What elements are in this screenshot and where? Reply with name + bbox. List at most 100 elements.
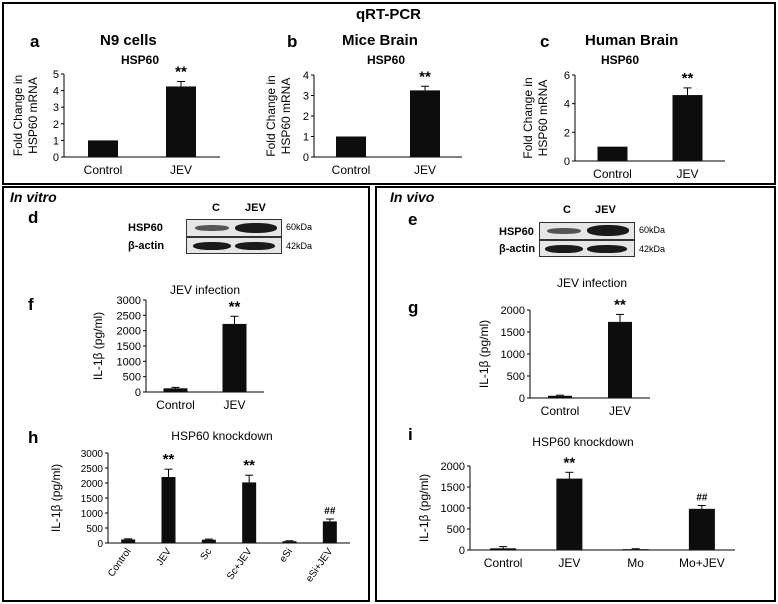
y-axis-label-h: IL-1β (pg/ml) <box>49 464 63 532</box>
bar-b <box>336 136 366 157</box>
x-tick-label-i: JEV <box>558 556 580 570</box>
wb-lane-c: C <box>563 204 571 216</box>
bar-i <box>622 549 649 551</box>
x-tick-label-b: Control <box>332 163 371 177</box>
wb-row-hsp60: HSP60 <box>128 222 163 234</box>
panel-letter-d: d <box>28 208 39 227</box>
wb-row-actin: β-actin <box>128 240 165 252</box>
wb-size-60: 60kDa <box>286 222 313 232</box>
y-tick-label-h: 0 <box>97 539 103 550</box>
bar-h <box>242 482 257 543</box>
panel-letter-c: c <box>540 32 550 51</box>
panel-letter-i: i <box>408 425 413 444</box>
chart-title-a: HSP60 <box>121 53 159 67</box>
chart-title-b: HSP60 <box>367 53 405 67</box>
x-tick-label-h: eSi <box>278 546 295 564</box>
wb-size-42: 42kDa <box>286 241 313 251</box>
wb-size-42: 42kDa <box>639 244 666 254</box>
bar-h <box>322 521 337 543</box>
y-tick-label-i: 1000 <box>441 503 465 515</box>
y-tick-label-i: 0 <box>459 545 465 557</box>
bar-g <box>608 321 632 398</box>
x-tick-label-g: JEV <box>609 404 631 418</box>
y-tick-label-h: 3000 <box>81 449 104 460</box>
western-blot-d: C JEV HSP60 β-actin 60kDa 42kDa <box>120 200 320 260</box>
y-tick-label-f: 0 <box>135 387 141 399</box>
bar-c <box>672 95 703 161</box>
y-tick-label-c: 0 <box>564 156 570 168</box>
y-tick-label-h: 1000 <box>81 509 104 520</box>
y-tick-label-i: 1500 <box>441 482 465 494</box>
y-tick-label-f: 1000 <box>117 356 141 368</box>
significance-mark-b: ** <box>419 68 431 85</box>
panel-title-c: Human Brain <box>585 32 679 49</box>
y-tick-label-h: 1500 <box>81 494 104 505</box>
significance-mark-h: ** <box>163 451 175 468</box>
panel-letter-h: h <box>28 428 39 447</box>
wb-band <box>545 245 583 253</box>
y-tick-label-g: 500 <box>507 371 525 383</box>
y-tick-label-f: 1500 <box>117 341 141 353</box>
y-tick-label-b: 0 <box>303 152 309 164</box>
significance-mark-g: ** <box>614 296 626 313</box>
y-tick-label-g: 2000 <box>501 305 525 317</box>
significance-mark-h: ## <box>324 506 336 517</box>
y-tick-label-h: 2000 <box>81 479 104 490</box>
section-in-vivo: In vivo <box>390 189 435 205</box>
y-tick-label-g: 0 <box>519 393 525 405</box>
y-tick-label-h: 500 <box>86 524 103 535</box>
x-tick-label-i: Mo <box>627 556 644 570</box>
y-tick-label-g: 1500 <box>501 327 525 339</box>
wb-band <box>235 223 277 233</box>
bar-a <box>88 140 118 157</box>
bar-h <box>121 539 136 543</box>
significance-mark-a: ** <box>175 63 187 80</box>
in-vitro-box <box>2 186 370 602</box>
y-tick-label-a: 2 <box>53 119 59 131</box>
y-tick-label-c: 6 <box>564 70 570 82</box>
bar-i <box>556 478 583 550</box>
x-tick-label-a: JEV <box>170 163 192 177</box>
panel-letter-b: b <box>287 32 298 51</box>
bar-c <box>597 146 628 161</box>
y-tick-label-f: 2500 <box>117 310 141 322</box>
y-axis-label-b: Fold Change in <box>264 75 278 156</box>
bar-i <box>688 508 715 550</box>
y-tick-label-b: 2 <box>303 111 309 123</box>
y-axis-label-i: IL-1β (pg/ml) <box>417 474 431 542</box>
wb-band <box>587 225 629 236</box>
x-tick-label-g: Control <box>541 404 580 418</box>
y-tick-label-b: 3 <box>303 91 309 103</box>
western-blot-e: C JEV HSP60 β-actin 60kDa 42kDa <box>495 200 715 262</box>
y-tick-label-b: 4 <box>303 70 309 82</box>
figure-header: qRT-PCR <box>356 6 421 23</box>
y-axis-label-g: IL-1β (pg/ml) <box>477 320 491 388</box>
panel-letter-a: a <box>30 32 40 51</box>
wb-lane-c: C <box>212 202 220 214</box>
x-tick-label-a: Control <box>84 163 123 177</box>
panel-title-b: Mice Brain <box>342 32 418 49</box>
x-tick-label-c: JEV <box>676 167 698 181</box>
chart-title-f: JEV infection <box>170 283 240 297</box>
panel-letter-f: f <box>28 295 34 314</box>
chart-title-i: HSP60 knockdown <box>532 435 633 449</box>
significance-mark-f: ** <box>229 298 241 315</box>
x-tick-label-f: Control <box>156 398 195 412</box>
y-tick-label-f: 2000 <box>117 326 141 338</box>
x-tick-label-i: Mo+JEV <box>679 556 725 570</box>
section-in-vitro: In vitro <box>10 189 57 205</box>
x-tick-label-f: JEV <box>223 398 245 412</box>
bar-a <box>166 86 196 157</box>
panel-letter-e: e <box>408 210 418 229</box>
bar-i <box>490 548 517 550</box>
wb-band <box>193 242 231 250</box>
bar-f <box>222 323 247 392</box>
significance-mark-i: ## <box>696 492 708 503</box>
y-axis-label-c: HSP60 mRNA <box>536 80 550 157</box>
x-tick-label-h: Sc+JEV <box>225 546 255 582</box>
wb-band <box>195 225 229 231</box>
bar-g <box>548 395 572 398</box>
x-tick-label-h: JEV <box>154 546 174 568</box>
x-tick-label-h: Control <box>106 546 134 579</box>
